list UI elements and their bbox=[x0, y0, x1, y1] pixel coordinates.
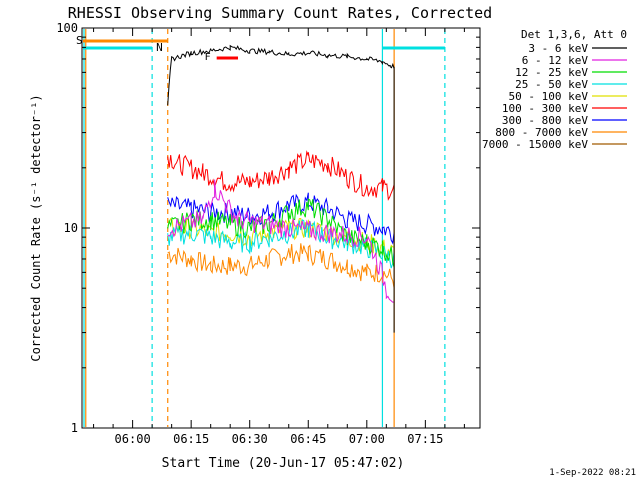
x-tick-label: 07:15 bbox=[407, 432, 443, 446]
legend-label: 12 - 25 keV bbox=[515, 66, 588, 79]
y-axis-label: Corrected Count Rate (s⁻¹ detector⁻¹) bbox=[29, 94, 43, 361]
chart-title: RHESSI Observing Summary Count Rates, Co… bbox=[68, 4, 492, 22]
x-tick-label: 06:30 bbox=[232, 432, 268, 446]
series-line bbox=[167, 198, 395, 268]
legend-label: 100 - 300 keV bbox=[502, 102, 588, 115]
legend-label: 3 - 6 keV bbox=[528, 42, 588, 55]
series-line bbox=[167, 179, 395, 303]
series-line bbox=[167, 192, 395, 245]
flare-label: F bbox=[205, 52, 211, 63]
y-tick-label: 10 bbox=[64, 221, 78, 235]
legend-label: 50 - 100 keV bbox=[509, 90, 589, 103]
series-line bbox=[167, 243, 395, 289]
legend-label: 25 - 50 keV bbox=[515, 78, 588, 91]
y-tick-label: 100 bbox=[56, 21, 78, 35]
saa-label: S bbox=[76, 34, 83, 47]
footer-date: 1-Sep-2022 08:21 bbox=[549, 468, 636, 478]
series-line bbox=[167, 150, 395, 201]
y-tick-label: 1 bbox=[71, 421, 78, 435]
plot-frame bbox=[81, 27, 481, 429]
series-line bbox=[167, 44, 395, 333]
legend-header: Det 1,3,6, Att 0 bbox=[521, 28, 627, 41]
x-tick-label: 06:45 bbox=[290, 432, 326, 446]
legend-label: 300 - 800 keV bbox=[502, 114, 588, 127]
x-tick-label: 06:00 bbox=[115, 432, 151, 446]
night-label: N bbox=[156, 41, 163, 54]
x-axis-label: Start Time (20-Jun-17 05:47:02) bbox=[162, 456, 405, 471]
legend-label: 800 - 7000 keV bbox=[495, 126, 588, 139]
legend-label: 6 - 12 keV bbox=[522, 54, 589, 67]
x-tick-label: 07:00 bbox=[349, 432, 385, 446]
legend-label: 7000 - 15000 keV bbox=[482, 138, 588, 151]
x-tick-label: 06:15 bbox=[173, 432, 209, 446]
